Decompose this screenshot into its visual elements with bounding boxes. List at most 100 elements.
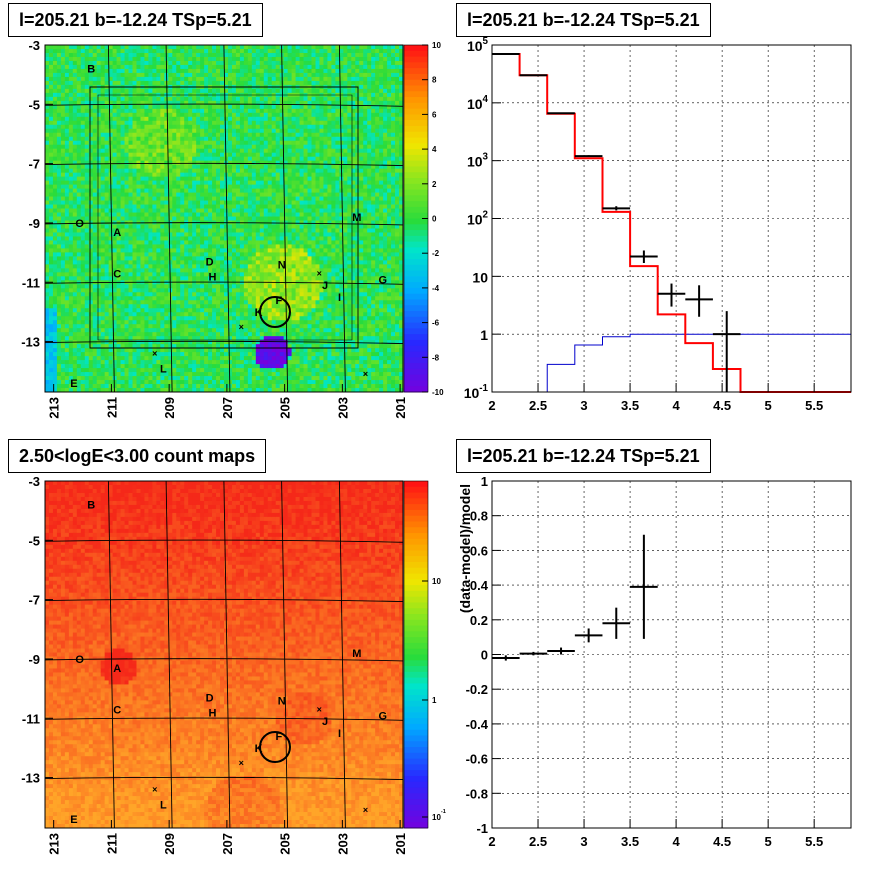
tl-heat-cell [160, 116, 165, 122]
tl-heat-cell [176, 136, 181, 142]
tl-heat-cell [72, 80, 78, 86]
tl-heat-cell [124, 292, 129, 297]
tl-heat-cell [45, 56, 50, 62]
tl-heat-cell [100, 108, 106, 114]
tl-heat-cell [152, 388, 157, 393]
tl-heat-cell [64, 220, 70, 225]
tl-heat-cell [212, 320, 217, 325]
tl-heat-cell [172, 260, 177, 265]
tl-heat-cell [68, 208, 74, 213]
tl-heat-cell [247, 164, 253, 170]
tl-heat-cell [60, 128, 66, 134]
tl-heat-cell [200, 88, 205, 94]
tl-heat-cell [100, 192, 106, 197]
tl-heat-cell [80, 312, 86, 317]
tl-heat-cell [263, 176, 269, 182]
tl-heat-cell [156, 136, 161, 142]
tl-heat-cell [231, 160, 237, 166]
tl-heat-cell [104, 208, 110, 213]
tl-heat-cell [68, 272, 74, 277]
tl-heat-cell [92, 300, 98, 305]
tl-heat-cell [263, 184, 269, 189]
tl-heat-cell [224, 244, 229, 249]
tl-heat-cell [224, 64, 229, 70]
tl-heat-cell [239, 148, 245, 154]
tl-heat-cell [200, 364, 205, 369]
tl-heat-cell [208, 188, 213, 193]
tl-heat-cell [64, 212, 70, 217]
tl-heat-cell [45, 356, 50, 361]
tl-heat-cell [76, 300, 82, 305]
tl-heat-cell [156, 268, 161, 273]
tl-heat-cell [64, 272, 70, 277]
tl-heat-cell [247, 292, 253, 297]
tl-heat-cell [160, 276, 165, 281]
tl-heat-cell [247, 384, 253, 389]
tl-heat-cell [120, 316, 125, 321]
tl-heat-cell [80, 172, 86, 178]
tl-heat-cell [120, 308, 125, 313]
tl-heat-cell [156, 108, 161, 114]
tl-heat-cell [243, 260, 249, 265]
tl-heat-cell [52, 64, 58, 70]
tl-heat-cell [108, 45, 114, 50]
tl-heat-cell [108, 260, 114, 265]
tl-heat-cell [188, 352, 193, 357]
tl-heat-cell [56, 228, 62, 233]
tl-heat-cell [235, 176, 241, 182]
tl-heat-cell [96, 48, 102, 54]
tl-heat-cell [212, 96, 217, 102]
tl-heat-cell [231, 108, 237, 114]
tl-heat-cell [231, 148, 237, 154]
tl-heat-cell [132, 200, 137, 205]
tl-heat-cell [92, 112, 98, 118]
tl-heat-cell [247, 192, 253, 197]
tl-heat-cell [116, 380, 121, 385]
tl-heat-cell [188, 280, 193, 285]
tl-heat-cell [212, 332, 217, 337]
tl-heat-cell [224, 45, 229, 50]
tl-heat-cell [176, 128, 181, 134]
tl-heat-cell [168, 148, 173, 154]
tl-heat-cell [216, 68, 221, 74]
tl-heat-cell [235, 96, 241, 102]
tl-heat-cell [247, 60, 253, 66]
tl-heat-cell [88, 92, 94, 98]
tl-heat-cell [120, 76, 125, 82]
tl-heat-cell [184, 224, 189, 229]
tl-heat-cell [192, 45, 197, 50]
tl-heat-cell [235, 300, 241, 305]
tl-heat-cell [212, 284, 217, 289]
tl-heat-cell [192, 320, 197, 325]
tl-heat-cell [156, 252, 161, 257]
tl-heat-cell [184, 45, 189, 50]
tl-heat-cell [60, 64, 66, 70]
tl-heat-cell [144, 336, 149, 341]
tl-heat-cell [188, 244, 193, 249]
tl-heat-cell [188, 184, 193, 189]
tl-heat-cell [227, 156, 233, 162]
tl-heat-cell [204, 324, 209, 329]
tl-heat-cell [164, 356, 169, 361]
tl-heat-cell [64, 188, 70, 193]
tl-heat-cell [224, 52, 229, 58]
tl-heat-cell [48, 176, 54, 182]
tl-heat-cell [136, 304, 141, 309]
tl-heat-cell [239, 276, 245, 281]
tl-heat-cell [251, 380, 257, 385]
tl-heat-cell [160, 136, 165, 142]
tl-heat-cell [140, 132, 145, 138]
tl-heat-cell [188, 312, 193, 317]
tl-heat-cell [80, 356, 86, 361]
tl-heat-cell [192, 368, 197, 373]
tl-heat-cell [255, 156, 261, 162]
tl-heat-cell [72, 344, 78, 349]
tl-heat-cell [112, 236, 117, 241]
tl-heat-cell [224, 124, 229, 130]
tl-heat-cell [271, 52, 277, 58]
tl-heat-cell [56, 176, 62, 182]
tl-heat-cell [235, 208, 241, 213]
tl-heat-cell [136, 384, 141, 389]
tl-heat-cell [172, 152, 177, 158]
tl-heat-cell [64, 140, 70, 146]
